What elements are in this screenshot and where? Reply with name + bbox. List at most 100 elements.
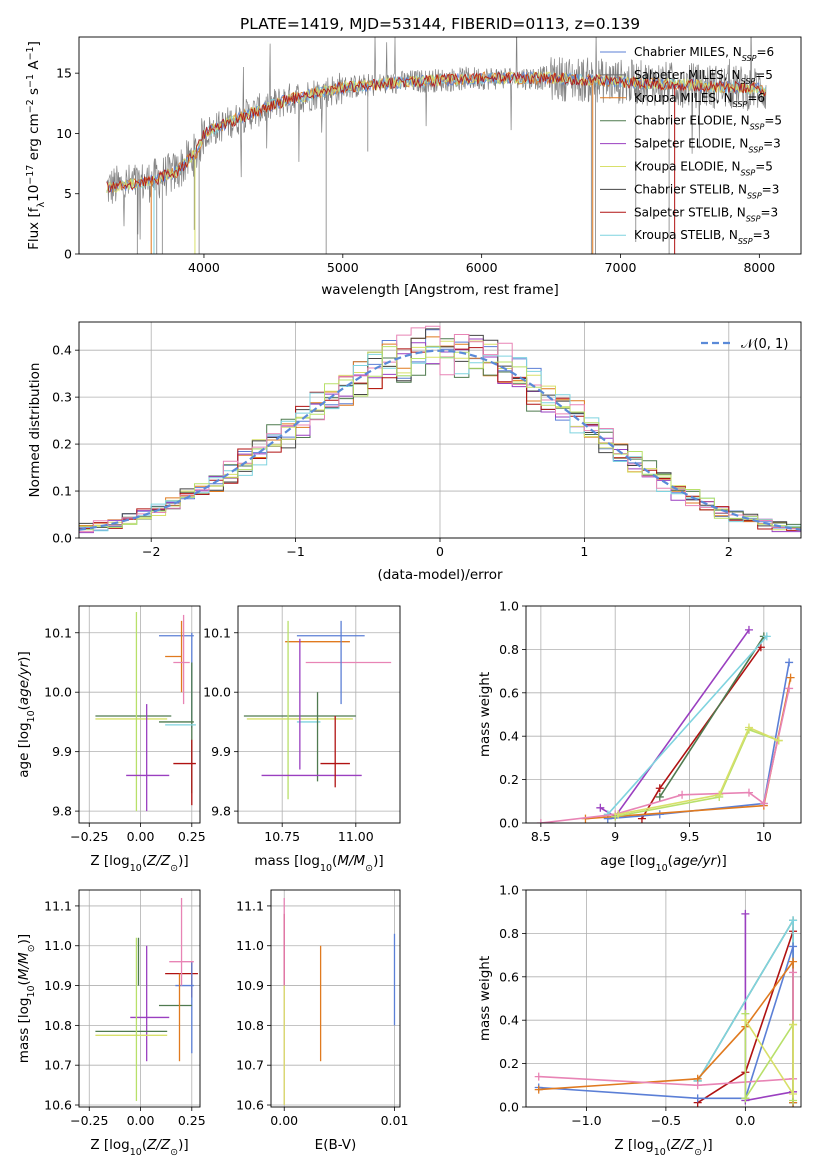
y-tick-label: 1.0 [499,599,519,614]
weight-marker [614,810,623,819]
y-tick-label: 5 [64,186,72,201]
label-part: 10 [26,710,37,722]
legend-label: 𝒩(0, 1) [741,337,788,352]
x-tick-label: 9.5 [680,829,700,844]
legend-sub: SSP [748,145,763,154]
weight-lines [534,909,798,1107]
label-part: 10 [654,1147,666,1158]
y-tick-label: 0.2 [499,1056,519,1071]
y-tick-label: 0.4 [52,343,72,358]
label-part: Z [log [90,853,129,869]
weight-series [744,913,794,1102]
y-tick-label: 10.8 [44,1018,72,1033]
x-tick-label: 0.01 [381,1113,409,1128]
y-tick-label: 0.2 [52,437,72,452]
weight-marker [741,1094,750,1103]
y-tick-label: 10.7 [44,1058,72,1073]
x-axis-label: wavelength [Angstrom, rest frame] [321,282,559,298]
legend-text: Chabrier ELODIE, N [634,114,750,128]
label-part: mass [log [16,998,32,1064]
x-tick-label: −0.25 [70,1113,108,1128]
label-part: ( [332,853,337,869]
weight-marker [789,916,798,925]
y-tick-label: 0.6 [499,685,519,700]
legend-sub: SSP [741,76,756,85]
label-part: )] [16,934,32,945]
y-tick-label: 0.0 [52,531,72,546]
axes-frame [237,605,401,824]
model-spectrum [106,71,766,193]
label-part: mass weight [477,672,493,757]
weight-marker [678,790,687,799]
spectrum-panel: 4000 5000 6000 7000 8000 0 5 10 15 wavelength [An… [25,36,802,298]
y-tick-label: 10.8 [236,1018,264,1033]
weight-vs-metallicity-panel: −1.0 −0.5 0.0 0.0 0.2 0.4 0.6 0.8 1.0 Z [log10(Z/… [477,883,802,1158]
weight-marker [655,784,664,793]
weight-marker [785,684,794,693]
x-axis-label: mass [log10(M/M⊙)] [254,853,383,874]
label-part: 10 [26,985,37,997]
legend-label: Kroupa ELODIE, NSSP=5 [634,160,773,178]
legend-label: Kroupa STELIB, NSSP=3 [634,228,770,246]
weight-marker [693,1081,702,1090]
x-tick-label: 0.25 [178,829,206,844]
x-axis-label: Z [log10(Z/Z⊙)] [614,1137,712,1158]
y-tick-label: 9.9 [211,744,231,759]
y-tick-label: 0.6 [499,969,519,984]
weight-series [607,662,790,820]
legend-text: Salpeter STELIB, N [634,205,746,219]
y-tick-label: 0.4 [499,1013,519,1028]
label-part: )] [702,1137,713,1153]
label-part: age/yr [673,853,718,869]
y-tick-label: 9.8 [211,804,231,819]
legend-sub: SSP [747,191,762,200]
x-tick-label: 8000 [743,260,775,275]
y-tick-label: 10.1 [44,625,72,640]
label-part: ⊙ [365,863,373,874]
histograms [79,325,801,536]
label-part: ( [16,980,32,985]
axes-frame [525,889,802,1108]
legend-suffix: =5 [755,160,773,174]
errorbars [95,611,196,812]
y-tick-label: 10.1 [203,625,231,640]
x-tick-label: 4000 [188,260,220,275]
label-part: −1 [25,74,36,88]
label-part: ( [666,1137,671,1153]
label-part: ( [142,853,147,869]
label-part: Z/Z [670,1137,695,1153]
x-tick-label: 0.0 [735,1113,755,1128]
legend-label: Salpeter MILES, NSSP=5 [634,68,773,86]
label-part: )] [178,853,189,869]
weight-marker [741,909,750,918]
x-tick-label: 0.00 [127,1113,155,1128]
y-tick-label: 10.9 [44,978,72,993]
label-part: −1 [25,46,36,60]
x-tick-label: 5000 [327,260,359,275]
y-tick-label: 10.0 [44,685,72,700]
legend-suffix: =6 [747,91,765,105]
legend-label: Chabrier ELODIE, NSSP=5 [634,114,782,132]
label-part: erg cm [26,113,42,164]
errorbars [283,897,396,1106]
x-axis-label: Z [log10(Z/Z⊙)] [90,1137,188,1158]
legend-suffix: =5 [764,114,782,128]
weight-series [615,728,779,818]
figure-title: PLATE=1419, MJD=53144, FIBERID=0113, z=0… [240,15,640,33]
residuals-panel: −2 −1 0 1 2 0.0 0.1 0.2 0.3 0.4 (data-model)/error… [27,321,802,583]
label-part: Normed distribution [27,363,43,498]
label-part: M/M [337,853,365,869]
axes-frame [78,36,802,255]
weight-marker [744,625,753,634]
label-part: 10 [656,863,668,874]
label-part: wavelength [Angstrom, rest frame] [321,282,559,298]
legend-suffix: =5 [755,68,773,82]
weight-series [659,635,765,798]
y-tick-label: 10.6 [236,1098,264,1113]
age-vs-mass-panel: 10.75 11.00 9.8 9.9 10.0 10.1 mass [log10(M/M⊙… [203,605,401,874]
label-part: Z/Z [146,1137,171,1153]
label-part: −17 [25,165,36,185]
weight-series [744,1019,794,1097]
